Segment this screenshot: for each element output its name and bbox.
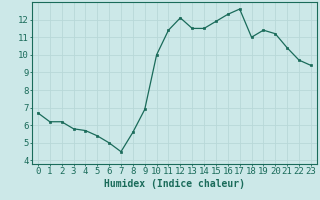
X-axis label: Humidex (Indice chaleur): Humidex (Indice chaleur) bbox=[104, 179, 245, 189]
